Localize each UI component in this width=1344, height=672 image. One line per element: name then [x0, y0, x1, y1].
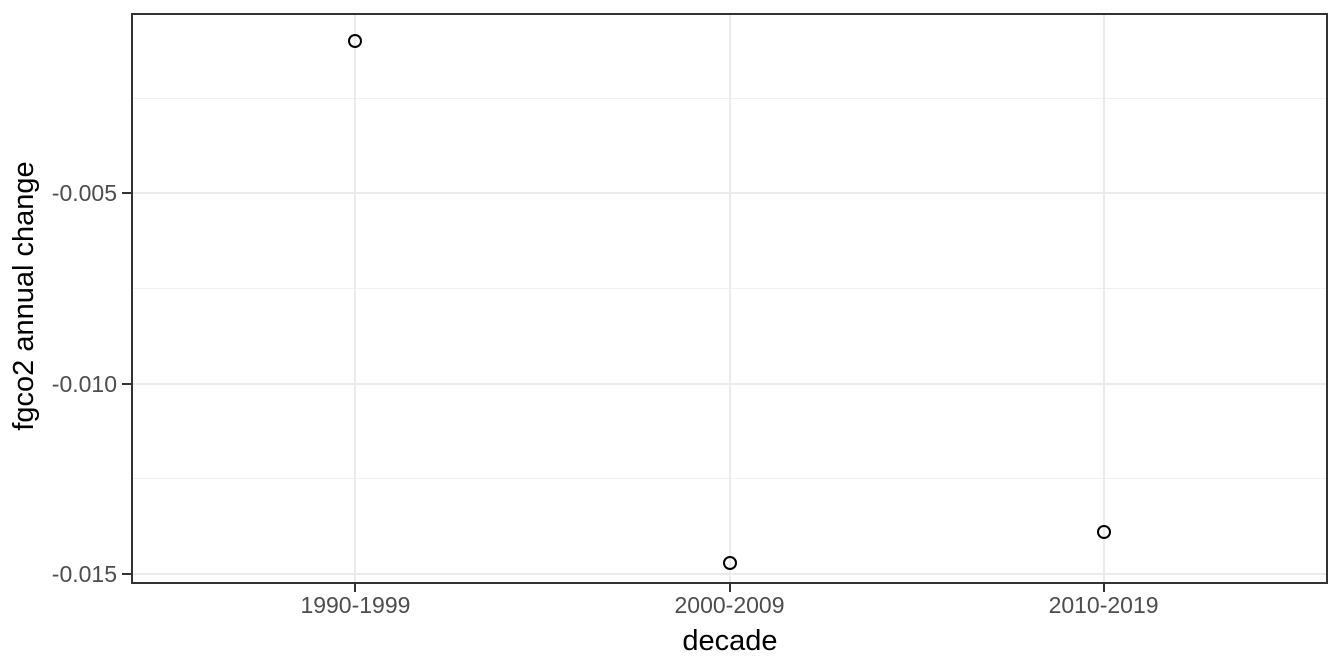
x-tick-mark-2 [1102, 584, 1105, 592]
data-point-2010-2019 [1096, 525, 1111, 540]
x-axis-title: decade [682, 625, 778, 657]
y-tick-label-0: -0.005 [51, 180, 117, 207]
y-tick-mark-2 [122, 573, 131, 576]
y-tick-label-2: -0.015 [51, 561, 117, 588]
x-tick-mark-0 [354, 584, 357, 592]
plot-panel [131, 13, 1328, 584]
x-gridline-major-2 [1102, 13, 1105, 584]
y-tick-mark-0 [122, 192, 131, 195]
x-tick-label-1: 2000-2009 [674, 592, 785, 618]
x-gridline-major-0 [354, 13, 357, 584]
x-tick-mark-1 [728, 584, 731, 592]
y-tick-mark-1 [122, 382, 131, 385]
x-tick-label-0: 1990-1999 [300, 592, 411, 618]
x-gridline-major-1 [728, 13, 731, 584]
y-axis-title: fgco2 annual change [8, 161, 40, 431]
data-point-1990-1999 [348, 34, 363, 49]
x-tick-label-2: 2010-2019 [1048, 592, 1159, 618]
y-tick-label-1: -0.010 [51, 370, 117, 397]
data-point-2000-2009 [722, 555, 737, 570]
